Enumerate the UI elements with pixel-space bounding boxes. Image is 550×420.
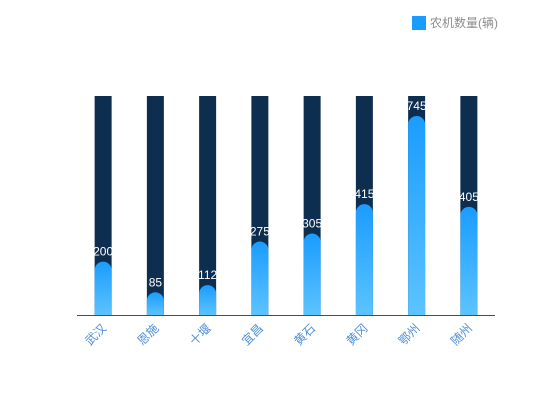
bar-value-label-2: 112 bbox=[198, 268, 217, 282]
x-tick-label-3: 宜昌 bbox=[238, 321, 266, 349]
x-tick-label-2: 十堰 bbox=[187, 321, 214, 348]
legend-swatch bbox=[412, 16, 426, 30]
bar-track-1 bbox=[146, 96, 164, 315]
bar-6[interactable] bbox=[408, 116, 426, 315]
bar-0[interactable] bbox=[94, 261, 112, 315]
bar-value-label-4: 305 bbox=[302, 217, 322, 231]
x-tick-label-1: 恩施 bbox=[135, 321, 162, 348]
bar-2[interactable] bbox=[199, 285, 217, 315]
bar-value-label-6: 745 bbox=[407, 99, 427, 113]
bar-value-label-5: 415 bbox=[354, 187, 374, 201]
bar-track-0 bbox=[94, 96, 112, 315]
x-tick-label-0: 武汉 bbox=[82, 321, 109, 348]
x-tick-label-4: 黄石 bbox=[291, 321, 318, 348]
legend[interactable]: 农机数量(辆) bbox=[412, 14, 498, 32]
bars-layer bbox=[94, 96, 478, 315]
bar-4[interactable] bbox=[303, 233, 321, 315]
value-labels-layer: 200 85 112 275 305 415 745 405 bbox=[93, 99, 479, 289]
x-tick-label-6: 鄂州 bbox=[396, 321, 423, 348]
bar-7[interactable] bbox=[460, 206, 478, 315]
bar-value-label-0: 200 bbox=[93, 245, 113, 259]
bar-value-label-7: 405 bbox=[459, 190, 479, 204]
legend-label: 农机数量(辆) bbox=[430, 16, 498, 30]
bar-1[interactable] bbox=[146, 292, 164, 315]
bar-value-label-3: 275 bbox=[250, 225, 270, 239]
bar-value-label-1: 85 bbox=[149, 275, 163, 289]
x-tick-label-5: 黄冈 bbox=[344, 321, 371, 348]
bar-track-2 bbox=[199, 96, 217, 315]
x-tick-label-7: 随州 bbox=[447, 321, 475, 349]
x-tick-labels-layer: 武汉 恩施 十堰 宜昌 黄石 黄冈 鄂州 随州 bbox=[82, 321, 475, 349]
bar-5[interactable] bbox=[355, 204, 373, 315]
bar-3[interactable] bbox=[251, 241, 269, 315]
